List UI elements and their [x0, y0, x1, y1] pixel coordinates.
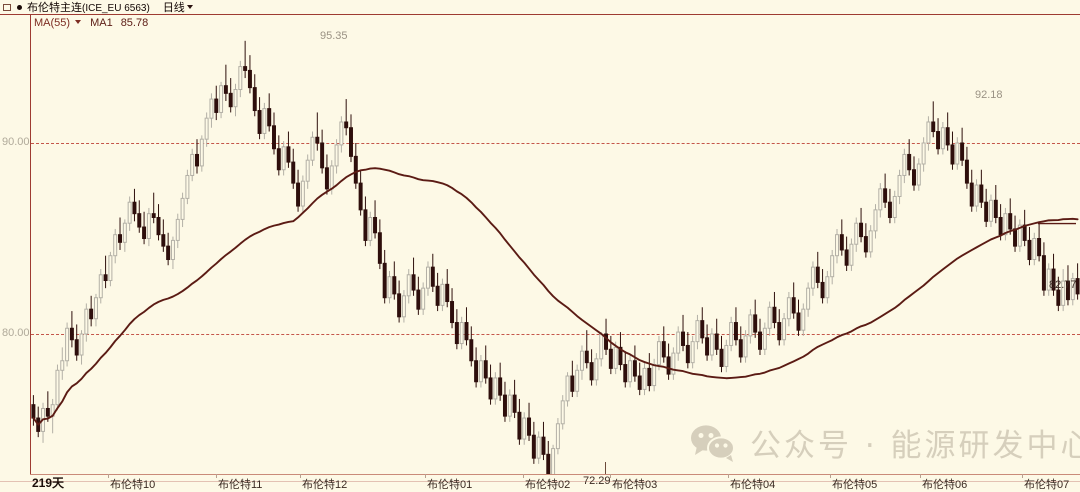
indicator-legend[interactable]: MA(55) MA1 85.78	[34, 17, 148, 29]
x-axis-tick	[728, 474, 729, 478]
x-axis-baseline	[0, 481, 1080, 482]
x-axis-tick	[108, 474, 109, 478]
window-header: 布伦特主连(ICE_EU 6563) 日线	[0, 0, 1080, 15]
watermark-text: 公众号 · 能源研发中心	[750, 428, 1080, 464]
last-price-label: 82.77	[1049, 279, 1077, 291]
period-low-tick	[605, 462, 606, 474]
chevron-down-icon[interactable]	[75, 19, 82, 27]
instrument-title[interactable]: 布伦特主连(ICE_EU 6563)	[27, 0, 150, 15]
price-plot[interactable]	[31, 16, 1080, 474]
x-axis-tick	[425, 474, 426, 478]
x-axis-label: 布伦特12	[302, 479, 348, 491]
x-axis-tick	[216, 474, 217, 478]
x-axis-tick	[523, 474, 524, 478]
x-axis-label: 布伦特04	[730, 479, 776, 491]
x-axis-label: 布伦特02	[525, 479, 571, 491]
indicator-name: MA(55)	[34, 17, 71, 29]
high-price-label: 95.35	[320, 30, 348, 42]
x-axis-tick	[830, 474, 831, 478]
x-axis-label: 布伦特10	[110, 479, 156, 491]
y-axis-line	[30, 15, 31, 474]
indicator-series-value: 85.78	[120, 17, 149, 29]
gridline-80.00	[31, 334, 1080, 335]
period-selector[interactable]: 日线	[163, 0, 194, 15]
chevron-down-icon	[186, 4, 194, 12]
x-axis-label: 布伦特05	[832, 479, 878, 491]
candlestick-canvas	[31, 40, 1080, 474]
x-axis-tick	[300, 474, 301, 478]
x-axis-label: 布伦特07	[1024, 479, 1070, 491]
bullet-dot-icon	[17, 4, 22, 10]
x-axis-label: 布伦特01	[427, 479, 473, 491]
y-axis-label: 90.00	[2, 136, 30, 148]
days-to-expiry-label: 219天	[32, 476, 65, 490]
instrument-code: (ICE_EU 6563)	[82, 3, 150, 14]
secondary-high-price-label: 92.18	[975, 89, 1003, 101]
instrument-name: 布伦特主连	[27, 2, 82, 14]
watermark: 公众号 · 能源研发中心	[690, 420, 1080, 465]
x-axis-label: 布伦特06	[922, 479, 968, 491]
x-axis-line	[30, 474, 1080, 475]
window-restore-icon[interactable]	[3, 3, 11, 11]
wechat-icon	[690, 424, 736, 462]
gridline-90.00	[31, 143, 1080, 144]
indicator-series-label: MA1	[90, 17, 113, 29]
y-axis-label: 80.00	[2, 327, 30, 339]
x-axis-tick	[610, 474, 611, 478]
low-price-label: 72.29	[583, 475, 611, 487]
x-axis-label: 布伦特03	[612, 479, 658, 491]
x-axis-label: 布伦特11	[218, 479, 263, 491]
x-axis-tick	[1022, 474, 1023, 478]
period-label: 日线	[162, 2, 185, 14]
x-axis-tick	[920, 474, 921, 478]
